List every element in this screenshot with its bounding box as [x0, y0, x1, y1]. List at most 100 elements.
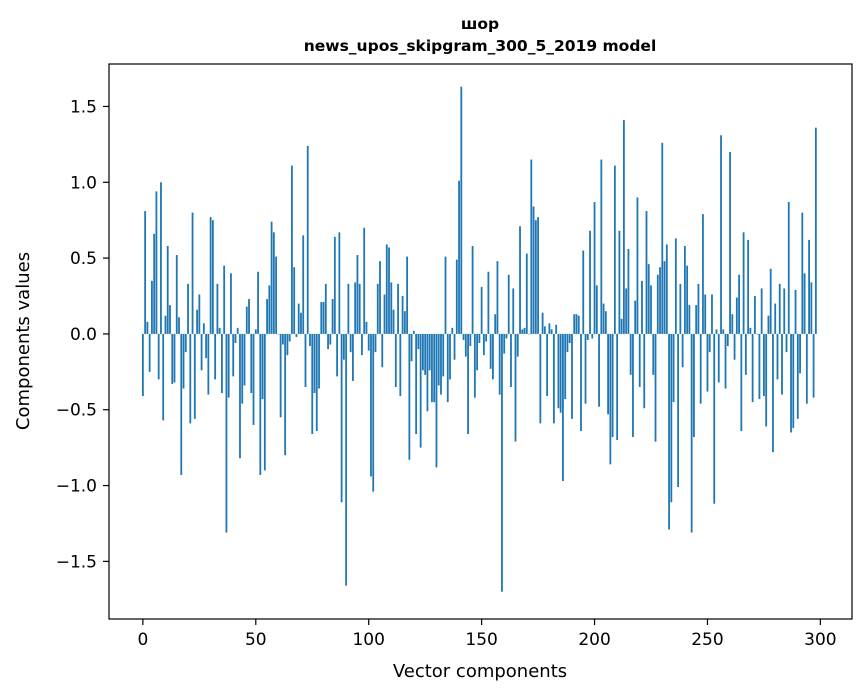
bar — [521, 329, 524, 334]
bar — [417, 333, 420, 350]
bar — [415, 333, 418, 434]
bar — [227, 333, 230, 398]
bar — [665, 244, 668, 334]
bar — [747, 239, 750, 334]
bar — [713, 333, 716, 504]
bar — [365, 321, 368, 334]
bar — [609, 333, 612, 465]
bar — [340, 333, 343, 503]
bar — [275, 256, 278, 334]
bar — [620, 318, 623, 334]
y-tick-label: −1.5 — [56, 552, 97, 572]
bar — [487, 271, 490, 334]
bar — [248, 299, 250, 334]
bar — [338, 232, 341, 334]
chart-title-line1: шор — [461, 15, 499, 33]
bar — [370, 333, 372, 477]
bar — [241, 333, 244, 404]
bar — [638, 333, 641, 387]
bar — [607, 333, 610, 415]
bar — [785, 333, 788, 353]
bar — [422, 333, 424, 371]
bar — [573, 314, 576, 334]
bar — [254, 329, 257, 334]
bar — [810, 282, 813, 334]
bar — [559, 333, 562, 413]
bar — [164, 315, 167, 334]
bar — [428, 333, 431, 371]
bar — [643, 333, 646, 409]
bar — [187, 283, 189, 334]
bar — [708, 333, 711, 353]
bar — [263, 333, 266, 471]
bar — [814, 127, 817, 334]
bar — [776, 333, 779, 380]
bar — [426, 333, 429, 412]
bar — [503, 333, 506, 354]
bar — [444, 256, 447, 334]
bar — [478, 333, 481, 344]
bar — [566, 333, 569, 353]
bar — [602, 303, 605, 334]
bar — [476, 333, 479, 371]
bar — [498, 333, 501, 395]
bar — [473, 333, 476, 398]
bar — [182, 333, 185, 389]
bar — [805, 333, 808, 404]
bar — [225, 333, 228, 533]
bar — [783, 288, 786, 334]
bar — [372, 333, 375, 492]
bar — [385, 244, 388, 334]
bar — [557, 333, 560, 409]
bar — [507, 274, 510, 334]
bar — [480, 286, 483, 334]
bar — [160, 182, 162, 334]
bar — [205, 333, 208, 359]
bar — [756, 333, 759, 335]
bar — [295, 333, 298, 337]
x-tick-label: 150 — [465, 630, 497, 650]
bar — [562, 333, 564, 482]
bar — [731, 314, 734, 334]
bar — [433, 333, 436, 403]
bar — [173, 333, 176, 383]
bar — [641, 280, 643, 334]
bar — [690, 333, 693, 533]
bar — [492, 333, 494, 380]
bar — [397, 283, 399, 334]
bar — [221, 333, 223, 394]
bar — [467, 333, 469, 434]
bar — [320, 302, 323, 334]
bar — [460, 86, 463, 334]
bar — [632, 333, 634, 438]
bar — [604, 311, 607, 334]
bar — [403, 311, 406, 334]
bar — [286, 333, 289, 356]
bar — [200, 333, 203, 371]
bar — [363, 227, 366, 334]
bar-series — [141, 86, 817, 592]
bar — [374, 333, 377, 353]
bar — [654, 333, 657, 442]
plot-frame — [108, 63, 853, 620]
bar — [351, 333, 354, 381]
y-tick-label: −1.0 — [56, 477, 97, 497]
bar — [717, 333, 720, 383]
bar — [354, 282, 357, 334]
bar — [189, 333, 192, 424]
bar — [530, 159, 533, 334]
bar — [584, 333, 587, 404]
bar — [329, 333, 332, 345]
bar — [342, 333, 345, 360]
bar — [394, 333, 397, 387]
bar — [552, 333, 555, 424]
bar — [645, 211, 648, 334]
bar — [153, 233, 156, 334]
bar — [534, 220, 537, 334]
bar — [528, 333, 530, 335]
bar — [419, 333, 422, 448]
bar — [306, 145, 309, 334]
bar — [514, 333, 517, 442]
bar — [455, 259, 458, 334]
